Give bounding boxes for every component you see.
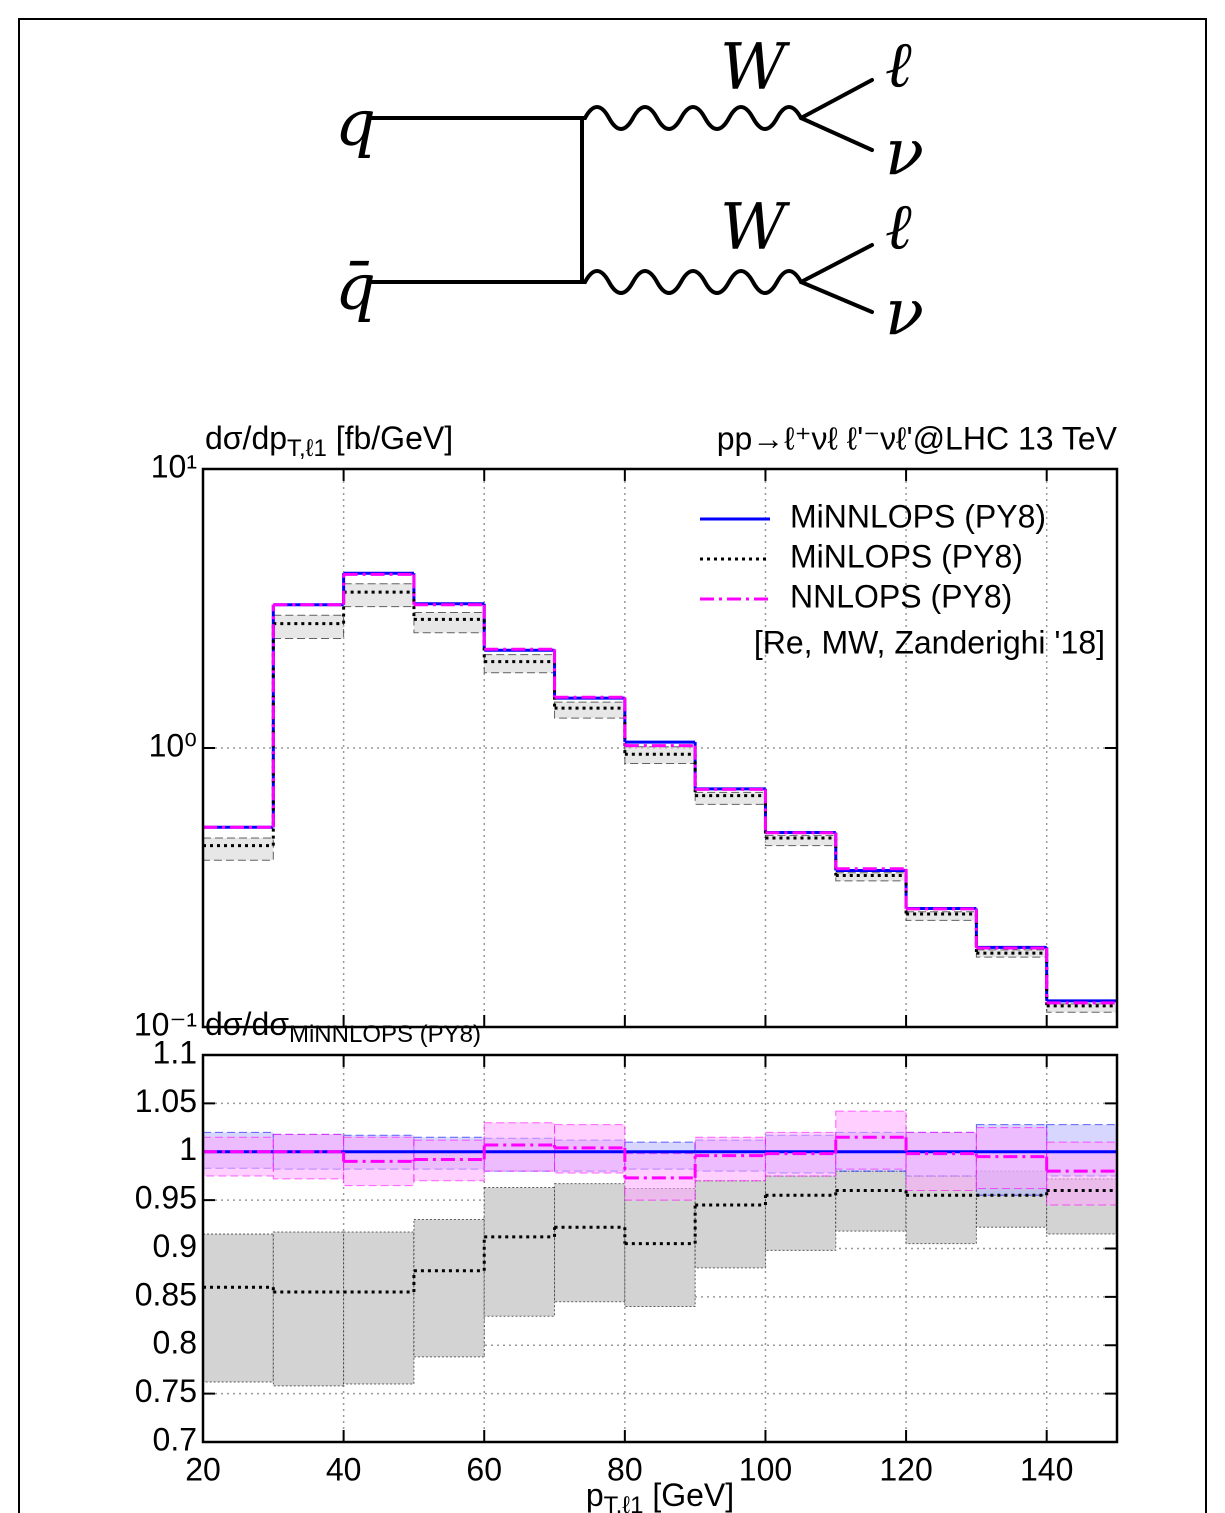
uncertainty-band — [483, 1122, 556, 1172]
neutrino-label: ν — [885, 117, 924, 191]
uncertainty-band — [764, 1175, 837, 1251]
y-tick-label: 1.05 — [135, 1083, 197, 1119]
uncertainty-band — [413, 1218, 485, 1358]
x-tick-label: 100 — [739, 1451, 792, 1487]
antiquark-label: q̄ — [335, 251, 376, 325]
uncertainty-band — [272, 614, 345, 639]
ylabel: dσ/dpT,ℓ1 [fb/GeV] — [205, 420, 453, 462]
y-tick-label: 10⁻¹ — [134, 1006, 197, 1042]
label-part: p — [586, 1477, 604, 1513]
x-tick-label: 120 — [879, 1451, 932, 1487]
legend-entry: MiNLOPS (PY8) — [790, 538, 1023, 574]
y-tick-label: 10¹ — [151, 448, 197, 484]
y-tick-label: 0.7 — [153, 1421, 197, 1457]
w-boson-top — [583, 105, 803, 131]
w-boson-bottom — [583, 269, 803, 295]
quark-label: q — [335, 87, 376, 161]
lepton-lines — [799, 78, 874, 314]
uncertainty-band — [905, 1131, 977, 1191]
uncertainty-band — [835, 1170, 907, 1232]
x-tick-label: 80 — [607, 1451, 643, 1487]
x-tick-label: 60 — [466, 1451, 502, 1487]
uncertainty-band — [272, 1231, 345, 1387]
uncertainty-band — [202, 1136, 274, 1177]
x-tick-label: 40 — [326, 1451, 362, 1487]
subscript: T,ℓ1 — [604, 1492, 644, 1513]
legend-entry: MiNNLOPS (PY8) — [790, 498, 1046, 534]
uncertainty-band — [835, 1110, 907, 1170]
neutrino-label: ν — [885, 277, 924, 351]
label-part: dσ/dσ — [205, 1006, 289, 1042]
annotation: [Re, MW, Zanderighi '18] — [754, 624, 1105, 660]
x-tick-label: 20 — [185, 1451, 221, 1487]
quark-lines — [370, 116, 587, 284]
y-tick-label: 0.95 — [135, 1180, 197, 1216]
y-tick-label: 0.9 — [153, 1228, 197, 1264]
subscript: T,ℓ1 — [287, 435, 327, 462]
uncertainty-band — [554, 701, 626, 719]
xlabel: pT,ℓ1 [GeV] — [586, 1477, 734, 1513]
y-tick-label: 1.1 — [153, 1034, 197, 1070]
uncertainty-band — [272, 1133, 345, 1180]
ylabel: dσ/dσMiNNLOPS (PY8) — [205, 1006, 481, 1048]
uncertainty-band — [343, 583, 415, 608]
label-part: dσ/dp — [205, 420, 287, 456]
subscript: MiNNLOPS (PY8) — [289, 1021, 481, 1048]
feynman-diagram — [370, 78, 874, 314]
label-part: [GeV] — [643, 1477, 734, 1513]
y-tick-label: 0.75 — [135, 1373, 197, 1409]
uncertainty-band — [624, 1188, 696, 1308]
y-tick-label: 0.85 — [135, 1276, 197, 1312]
y-tick-label: 0.8 — [153, 1325, 197, 1361]
uncertainty-band — [413, 611, 485, 634]
legend-entry: NNLOPS (PY8) — [790, 578, 1012, 614]
frame — [18, 18, 1207, 1513]
plot-frame — [201, 1053, 1119, 1444]
lepton-label: ℓ — [885, 191, 912, 265]
x-tick-label: 140 — [1020, 1451, 1073, 1487]
w-label: W — [720, 31, 791, 105]
y-tick-label: 10⁰ — [149, 727, 197, 763]
chart-title: pp→ℓ⁺νℓ ℓ'⁻νℓ'@LHC 13 TeV — [717, 420, 1118, 456]
uncertainty-band — [483, 1187, 556, 1317]
uncertainty-band — [483, 654, 556, 674]
uncertainty-band — [694, 1136, 766, 1182]
lepton-label: ℓ — [885, 29, 912, 103]
uncertainty-band — [694, 1180, 766, 1269]
uncertainty-band — [202, 837, 274, 861]
uncertainty-band — [202, 1233, 274, 1383]
label-part: [fb/GeV] — [327, 420, 453, 456]
y-tick-label: 1 — [179, 1131, 197, 1167]
uncertainty-band — [554, 1183, 626, 1303]
plot-frame — [201, 467, 1119, 1029]
w-label: W — [720, 191, 791, 265]
uncertainty-band — [343, 1231, 415, 1385]
